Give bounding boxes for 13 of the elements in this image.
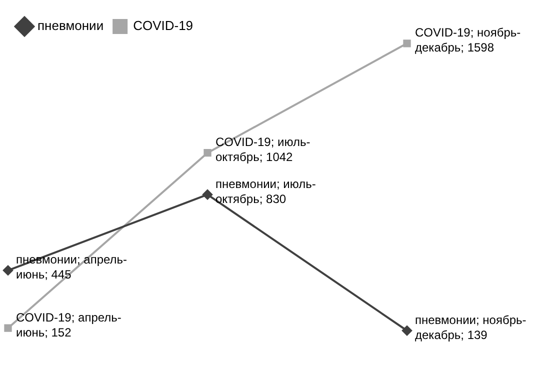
point [3, 265, 13, 276]
legend-label: COVID-19 [133, 18, 194, 34]
data-label: COVID-19; апрель-июнь; 152 [16, 310, 122, 340]
point [4, 324, 12, 332]
point [202, 190, 212, 200]
point [204, 149, 212, 157]
data-label: пневмонии; ноябрь-декабрь; 139 [415, 312, 526, 342]
data-label: пневмонии; июль-октябрь; 830 [216, 176, 316, 206]
data-label: COVID-19; ноябрь-декабрь; 1598 [415, 26, 521, 55]
point [403, 40, 411, 48]
legend-label: пневмонии [38, 18, 104, 34]
point [402, 326, 412, 336]
data-label: COVID-19; июль-октябрь; 1042 [216, 135, 310, 164]
